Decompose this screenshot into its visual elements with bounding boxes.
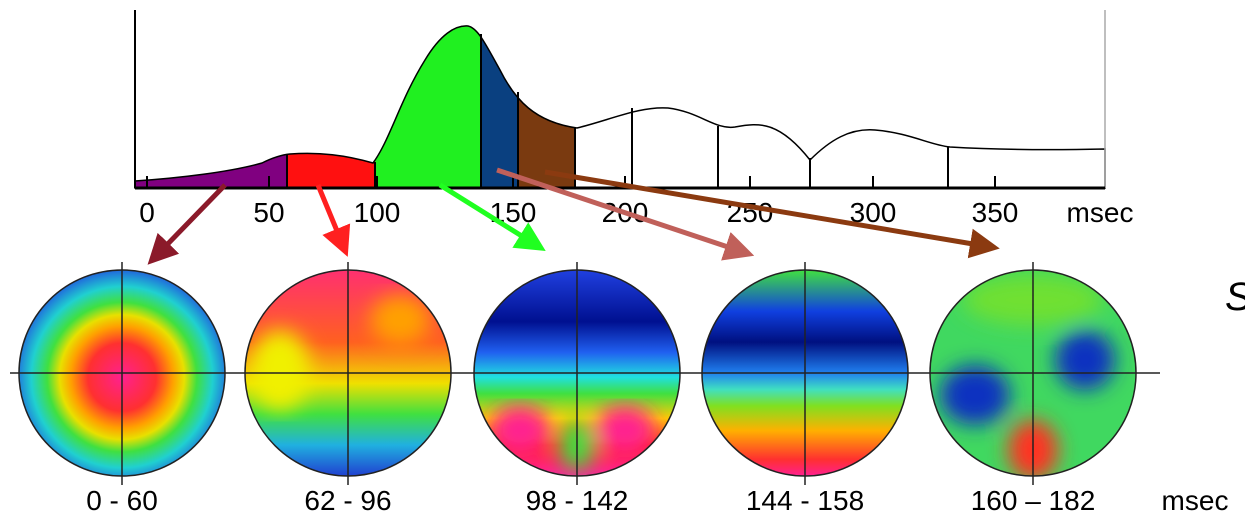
map-label: 0 - 60 [86,485,158,516]
tick-label: 150 [490,197,537,228]
waveform [135,10,1105,188]
tick-label: 0 [139,197,155,228]
page: {"axis": {"ticks": ["0", "50", "100", "1… [0,0,1245,525]
figure: 050100150200250300350msec 0 - 6062 - 969… [0,0,1245,520]
map-label: 144 - 158 [746,485,864,516]
side-text: S [1225,275,1245,319]
axis-unit: msec [1067,197,1134,228]
map-label: 160 – 182 [971,485,1096,516]
tick-label: 50 [253,197,284,228]
map-labels: 0 - 60 62 - 96 98 - 142 144 - 158 160 – 182 [86,485,1095,516]
tick-label: 350 [972,197,1019,228]
map-unit: msec [1162,485,1229,516]
map-label: 62 - 96 [304,485,391,516]
topographic-maps [10,262,1160,485]
map-label: 98 - 142 [526,485,629,516]
tick-label: 100 [354,197,401,228]
